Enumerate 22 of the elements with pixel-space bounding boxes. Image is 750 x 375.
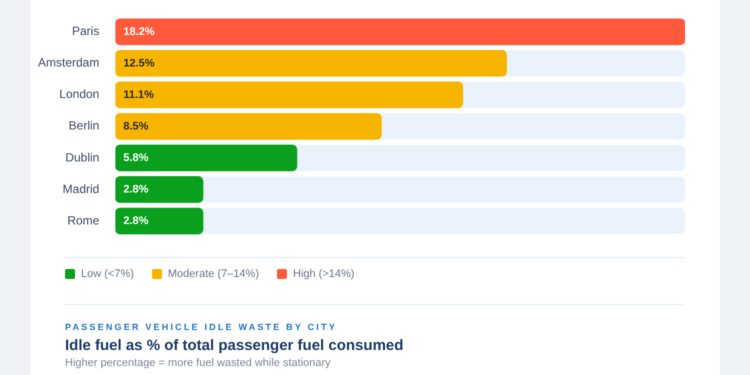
legend-label: Low (<7%) [81,268,134,280]
data-label: 18.2% [123,26,155,38]
bar [115,208,204,234]
data-label: 12.5% [123,57,155,70]
data-label: 8.5% [123,120,149,132]
text: PASSENGER VEHICLE IDLE WASTE BY CITY [65,322,338,332]
y-tick-label: Paris [72,24,100,38]
bar [115,176,204,203]
data-label: 2.8% [123,184,149,196]
data-label: 5.8% [123,152,149,164]
y-tick-label: Rome [67,213,100,228]
y-tick-label: Dublin [65,150,100,164]
y-tick-label: Madrid [62,182,100,196]
data-label: 11.1% [123,88,154,101]
text: Idle fuel as % of total passenger fuel consumed [65,337,404,354]
y-tick-label: London [59,87,100,102]
data-label: 2.8% [123,215,149,228]
text: Higher percentage = more fuel wasted while stationary [65,357,332,369]
legend-label: Moderate (7–14%) [168,268,259,280]
y-tick-label: Amsterdam [38,56,100,70]
y-tick-label: Berlin [68,118,100,133]
legend-label: High (>14%) [293,268,354,280]
